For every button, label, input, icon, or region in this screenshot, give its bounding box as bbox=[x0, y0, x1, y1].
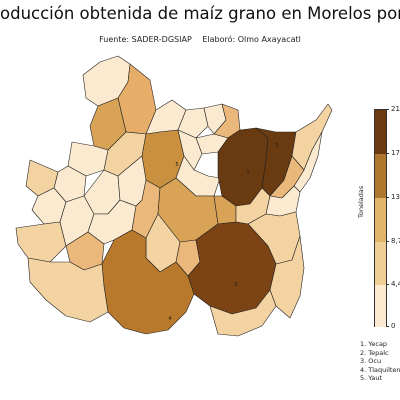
colorbar-title: Toneladas bbox=[357, 185, 365, 218]
municipality-region bbox=[101, 229, 195, 335]
municipality-legend: 1. Yecap 2. Tepalc 3. Ocu 4. Tlaquilten … bbox=[360, 340, 400, 383]
colorbar-tick-label: 21 bbox=[391, 105, 400, 113]
municipality-region bbox=[177, 107, 209, 139]
municipality-region bbox=[209, 289, 277, 337]
colorbar-tick-label: 4,4 bbox=[391, 280, 400, 288]
map-label-4: 4 bbox=[168, 316, 171, 322]
map-label-5: 5 bbox=[175, 162, 178, 168]
legend-item: 4. Tlaquilten bbox=[360, 365, 400, 374]
colorbar-tick-label: 17 bbox=[391, 149, 400, 157]
morelos-municipality-map: 1 2 3 4 5 bbox=[15, 55, 333, 337]
map-subtitle: Fuente: SADER-DGSIAP Elaboró: Olmo Axaya… bbox=[0, 35, 400, 44]
legend-item: 3. Ocu bbox=[360, 357, 382, 366]
map-label-2: 2 bbox=[234, 282, 237, 288]
colorbar-tick-label: 0 bbox=[391, 322, 396, 330]
author-text: Elaboró: Olmo Axayacatl bbox=[202, 35, 301, 44]
municipality-region bbox=[177, 129, 203, 171]
colorbar-tick-label: 8,7 bbox=[391, 237, 400, 245]
map-title: oducción obtenida de maíz grano en Morel… bbox=[0, 4, 400, 23]
legend-item: 5. Yaut bbox=[360, 374, 382, 383]
colorbar-tick-label: 13 bbox=[391, 193, 400, 201]
map-label-3: 3 bbox=[275, 143, 278, 149]
legend-item: 2. Tepalc bbox=[360, 348, 389, 357]
colorbar-gradient bbox=[374, 109, 387, 327]
map-label-1: 1 bbox=[246, 169, 249, 175]
municipality-region bbox=[27, 257, 109, 323]
source-text: Fuente: SADER-DGSIAP bbox=[99, 35, 192, 44]
municipality-region bbox=[15, 221, 67, 263]
legend-item: 1. Yecap bbox=[360, 340, 388, 348]
